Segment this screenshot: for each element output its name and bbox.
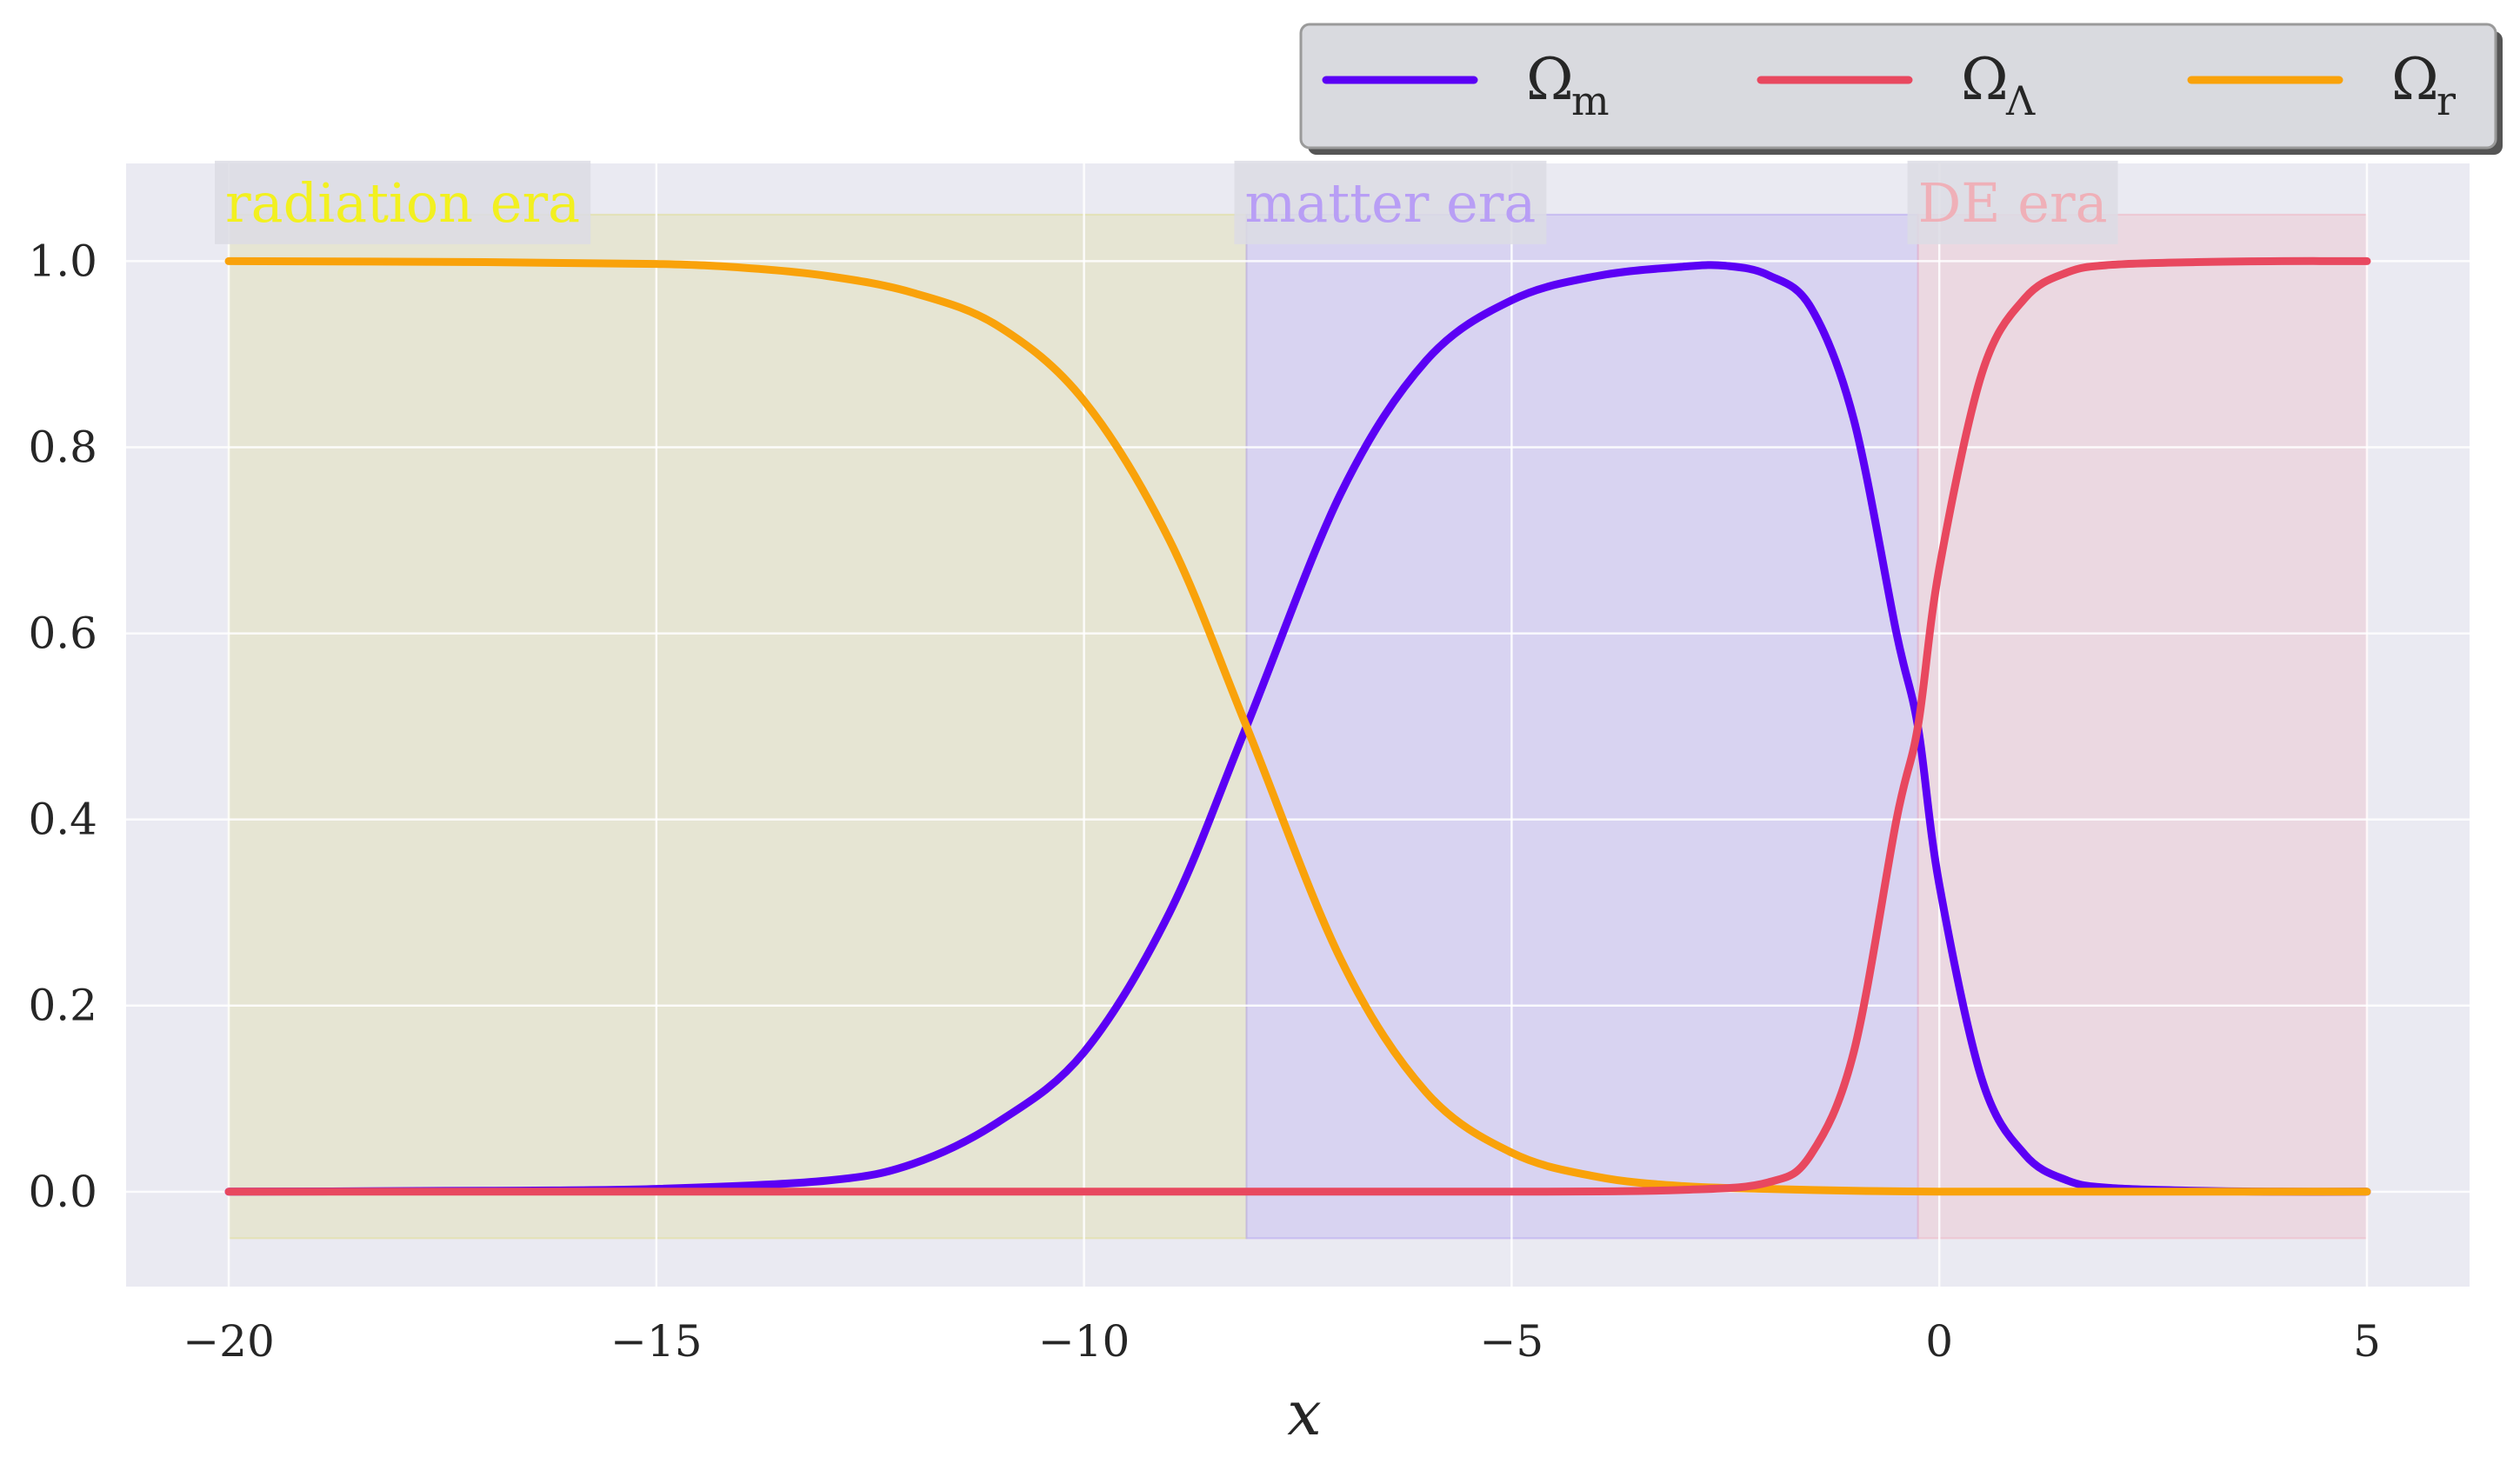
omega-m-line [224, 261, 2371, 1196]
y-tick-label: 0.2 [28, 981, 97, 1031]
era-label-group: radiation era [215, 160, 591, 244]
series-lines [224, 256, 2371, 1196]
y-tick-label: 1.0 [28, 236, 97, 286]
era-region [1245, 213, 1919, 1240]
era-label-box [215, 160, 591, 244]
era-label-group: matter era [1234, 160, 1547, 244]
era-labels: radiation era matter era DE era [215, 160, 2118, 244]
omega-r-line [224, 256, 2371, 1196]
x-axis-label: x [1287, 1378, 1321, 1449]
era-region [1917, 213, 2368, 1240]
legend: Ωm ΩΛ Ωr [1299, 23, 2503, 155]
era-label-box [1907, 160, 2118, 244]
plot-background [126, 163, 2470, 1287]
legend-subscript: r [2437, 77, 2456, 124]
x-tick-label: −10 [1038, 1316, 1130, 1367]
era-label: matter era [1244, 171, 1536, 235]
legend-label: Ω [2391, 46, 2439, 113]
legend-box [1299, 23, 2497, 150]
era-label-group: DE era [1907, 160, 2118, 244]
era-label-box [1234, 160, 1547, 244]
x-tick-label: −15 [610, 1316, 703, 1367]
legend-subscript: m [1571, 77, 1610, 124]
era-region [228, 213, 1248, 1240]
y-tick-label: 0.4 [28, 795, 97, 845]
y-tick-label: 0.0 [28, 1167, 97, 1217]
omega-lambda-line [224, 256, 2371, 1196]
era-label: DE era [1918, 171, 2108, 235]
y-tick-label: 0.6 [28, 609, 97, 659]
x-tick-label: −20 [183, 1316, 275, 1367]
legend-label: Ω [1526, 46, 1574, 113]
y-tick-label: 0.8 [28, 422, 97, 472]
x-tick-label: −5 [1480, 1316, 1544, 1367]
era-label: radiation era [225, 171, 580, 235]
x-tick-label: 5 [2353, 1316, 2381, 1367]
legend-subscript: Λ [2005, 77, 2036, 124]
legend-label: Ω [1961, 46, 2009, 113]
era-regions [228, 213, 2368, 1240]
x-tick-label: 0 [1925, 1316, 1953, 1367]
tick-labels: −20 −15 −10 −5 0 5 0.0 0.2 0.4 0.6 0.8 1.0 [28, 236, 2380, 1367]
